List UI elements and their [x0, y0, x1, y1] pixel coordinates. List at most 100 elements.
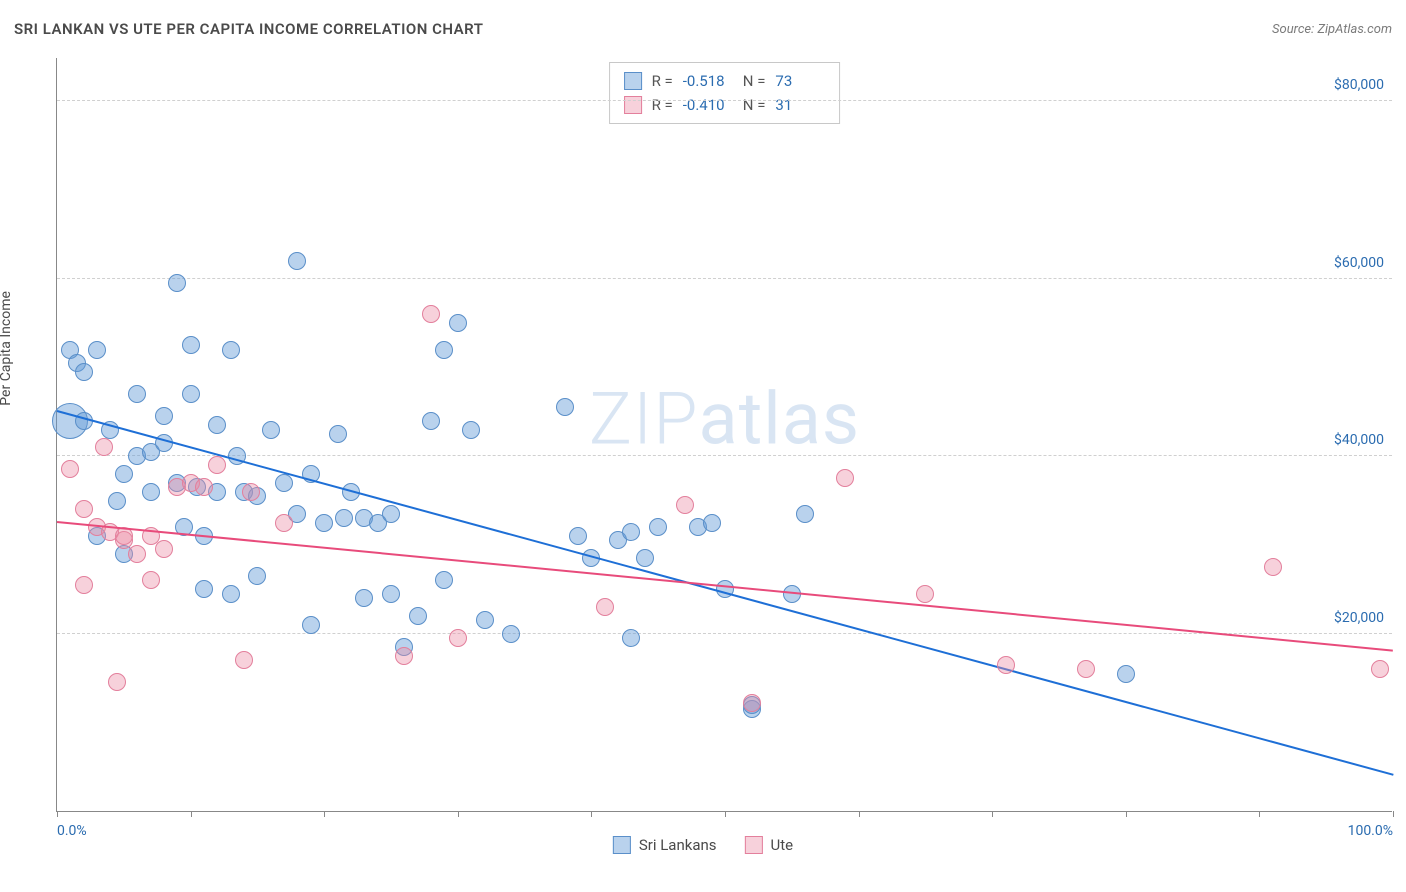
data-point [288, 252, 306, 270]
y-tick-label: $40,000 [1334, 432, 1384, 448]
data-point [182, 336, 200, 354]
data-point [502, 625, 520, 643]
source-label: Source: [1272, 22, 1317, 37]
x-tick [992, 811, 993, 817]
data-point [75, 363, 93, 381]
data-point [422, 305, 440, 323]
x-tick-label: 100.0% [1348, 823, 1393, 839]
x-tick [57, 811, 58, 817]
watermark-zip: ZIP [589, 377, 699, 462]
r-label: R = [652, 69, 673, 93]
chart-title: SRI LANKAN VS UTE PER CAPITA INCOME CORR… [14, 20, 483, 38]
legend-item: Sri Lankans [613, 836, 717, 854]
data-point [108, 492, 126, 510]
data-point [88, 341, 106, 359]
data-point [1264, 558, 1282, 576]
data-point [636, 549, 654, 567]
data-point [743, 694, 761, 712]
bottom-legend: Sri Lankans Ute [613, 836, 793, 854]
data-point [997, 656, 1015, 674]
data-point [409, 607, 427, 625]
n-label: N = [743, 93, 766, 117]
x-tick [1259, 811, 1260, 817]
data-point [703, 514, 721, 532]
data-point [75, 576, 93, 594]
data-point [422, 412, 440, 430]
data-point [1117, 665, 1135, 683]
data-point [622, 523, 640, 541]
x-tick [191, 811, 192, 817]
data-point [155, 540, 173, 558]
data-point [355, 589, 373, 607]
data-point [248, 567, 266, 585]
legend-label: Ute [771, 836, 794, 854]
trend-line [57, 410, 1394, 776]
y-tick-label: $60,000 [1334, 255, 1384, 271]
legend-swatch [613, 836, 631, 854]
data-point [916, 585, 934, 603]
data-point [676, 496, 694, 514]
data-point [649, 518, 667, 536]
data-point [95, 438, 113, 456]
y-tick-label: $20,000 [1334, 610, 1384, 626]
data-point [262, 421, 280, 439]
watermark: ZIPatlas [589, 377, 860, 462]
legend-label: Sri Lankans [639, 836, 717, 854]
x-tick [324, 811, 325, 817]
data-point [222, 341, 240, 359]
watermark-atlas: atlas [699, 377, 861, 462]
data-point [208, 416, 226, 434]
x-tick [458, 811, 459, 817]
data-point [462, 421, 480, 439]
data-point [242, 483, 260, 501]
data-point [275, 514, 293, 532]
legend-swatch [624, 96, 642, 114]
data-point [1077, 660, 1095, 678]
chart-container: Per Capita Income ZIPatlas R =-0.518N =7… [14, 48, 1392, 862]
data-point [796, 505, 814, 523]
plot-area: ZIPatlas R = -0.518 N = 73R =-0.410N =31 $2… [56, 58, 1392, 812]
n-label: N = [743, 69, 766, 93]
data-point [195, 580, 213, 598]
gridline [57, 455, 1392, 456]
n-value: 73 [775, 69, 825, 93]
data-point [476, 611, 494, 629]
data-point [315, 514, 333, 532]
data-point [142, 483, 160, 501]
stats-legend: R = -0.518 N = 73R =-0.410N =31 [609, 62, 841, 124]
legend-item: Ute [745, 836, 794, 854]
source-name: ZipAtlas.com [1317, 22, 1392, 37]
stats-row: R =-0.410N =31 [624, 93, 826, 117]
data-point [449, 314, 467, 332]
r-label: R = [652, 93, 673, 117]
y-tick-label: $80,000 [1334, 77, 1384, 93]
x-tick-label: 0.0% [57, 823, 87, 839]
data-point [195, 478, 213, 496]
data-point [142, 571, 160, 589]
data-point [275, 474, 293, 492]
gridline [57, 278, 1392, 279]
gridline [57, 100, 1392, 101]
data-point [302, 616, 320, 634]
data-point [168, 274, 186, 292]
data-point [61, 460, 79, 478]
data-point [556, 398, 574, 416]
data-point [128, 385, 146, 403]
gridline [57, 633, 1392, 634]
legend-swatch [745, 836, 763, 854]
data-point [435, 571, 453, 589]
data-point [128, 545, 146, 563]
data-point [836, 469, 854, 487]
data-point [435, 341, 453, 359]
data-point [596, 598, 614, 616]
data-point [449, 629, 467, 647]
data-point [235, 651, 253, 669]
stats-row: R = -0.518 N = 73 [624, 69, 826, 93]
x-tick [591, 811, 592, 817]
data-point [75, 500, 93, 518]
y-axis-label: Per Capita Income [0, 291, 14, 406]
x-tick [1393, 811, 1394, 817]
legend-swatch [624, 72, 642, 90]
data-point [222, 585, 240, 603]
r-value: -0.518 [683, 69, 733, 93]
